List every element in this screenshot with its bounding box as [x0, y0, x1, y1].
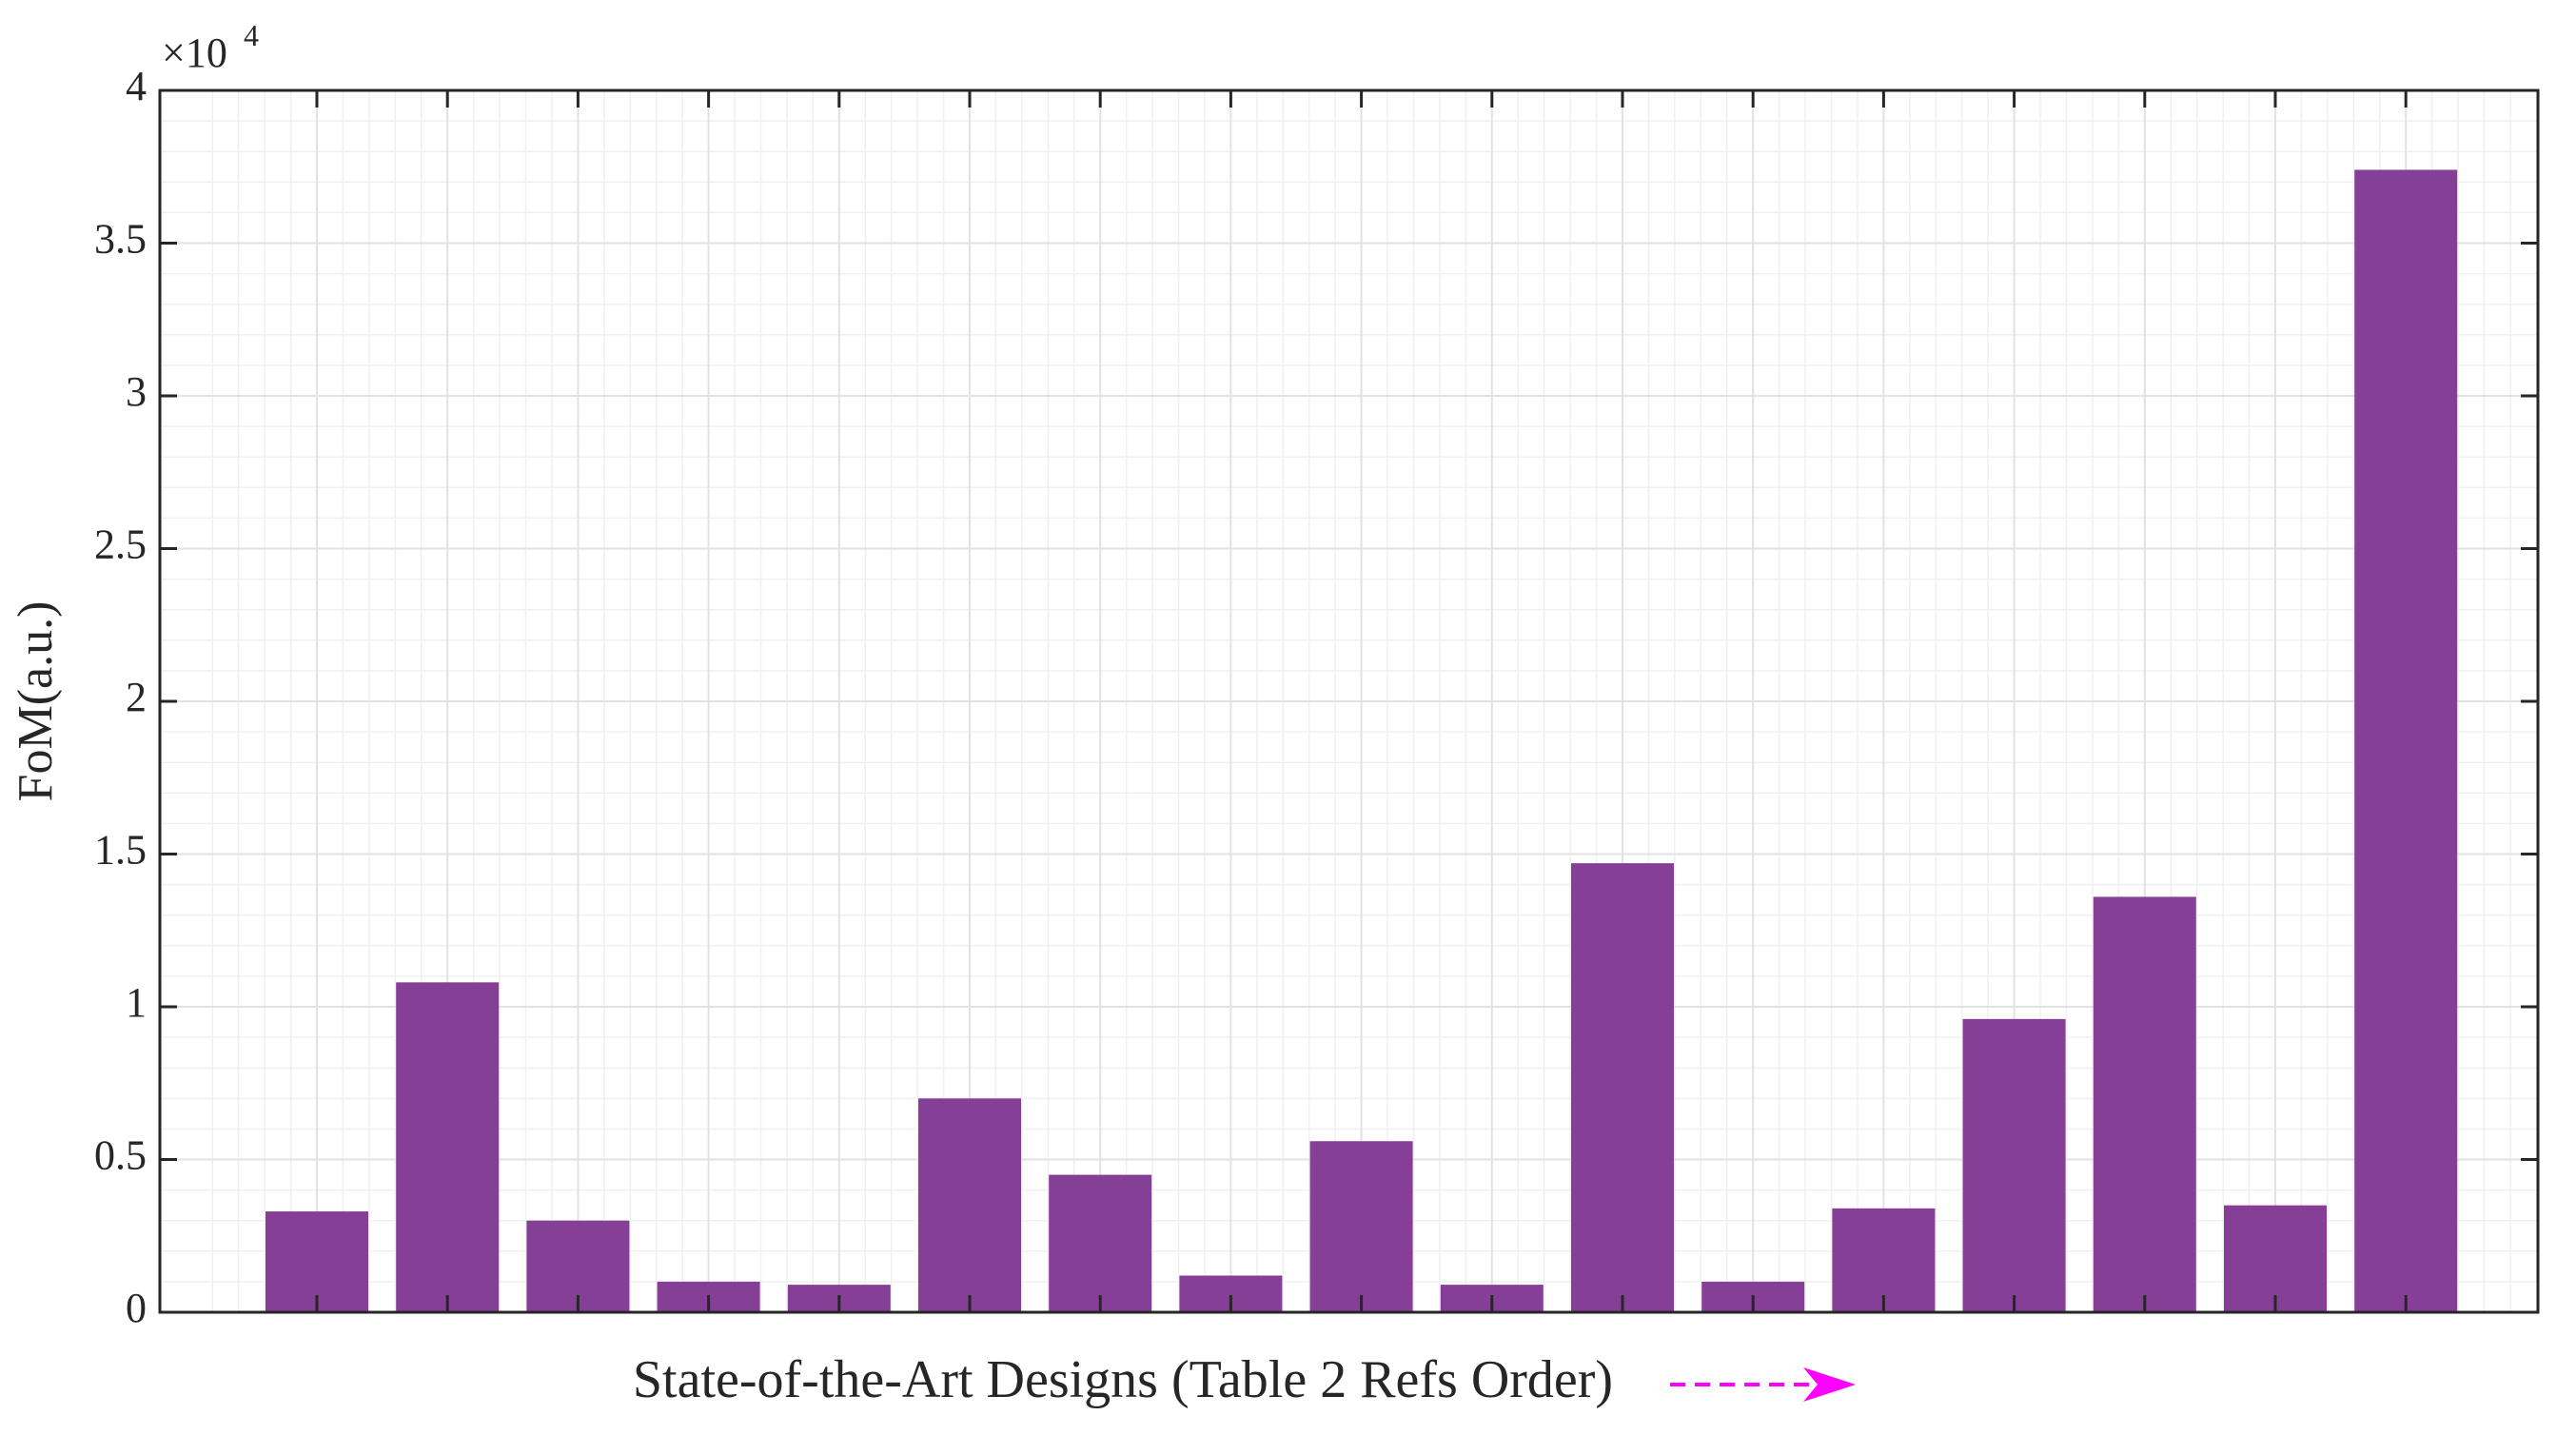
y-tick-label: 4	[126, 63, 147, 109]
y-tick-label: 1.5	[94, 827, 147, 874]
bar	[2354, 169, 2458, 1313]
arrow-head	[1803, 1367, 1856, 1402]
y-exponent-base: ×10	[162, 29, 227, 76]
y-tick-label: 0.5	[94, 1132, 147, 1179]
bar	[1049, 1174, 1152, 1312]
y-tick-label: 3	[126, 368, 147, 415]
bar	[1571, 863, 1674, 1312]
bar	[2224, 1205, 2327, 1312]
bar	[1962, 1018, 2066, 1312]
y-tick-label: 2	[126, 674, 147, 720]
y-axis-label: FoM(a.u.)	[9, 601, 63, 802]
bar	[1309, 1141, 1413, 1312]
y-tick-label: 3.5	[94, 216, 147, 263]
x-axis-label: State-of-the-Art Designs (Table 2 Refs O…	[633, 1350, 1613, 1409]
plot-frame	[158, 88, 2540, 1314]
bar	[396, 982, 500, 1312]
y-exponent-power: 4	[244, 18, 259, 52]
y-tick-label: 2.5	[94, 521, 147, 568]
arrow	[1670, 1367, 1856, 1402]
y-tick-label: 1	[126, 979, 147, 1026]
bar	[918, 1098, 1021, 1312]
bar	[2093, 896, 2196, 1312]
y-tick-label: 0	[126, 1285, 147, 1331]
bar	[1832, 1208, 1936, 1312]
